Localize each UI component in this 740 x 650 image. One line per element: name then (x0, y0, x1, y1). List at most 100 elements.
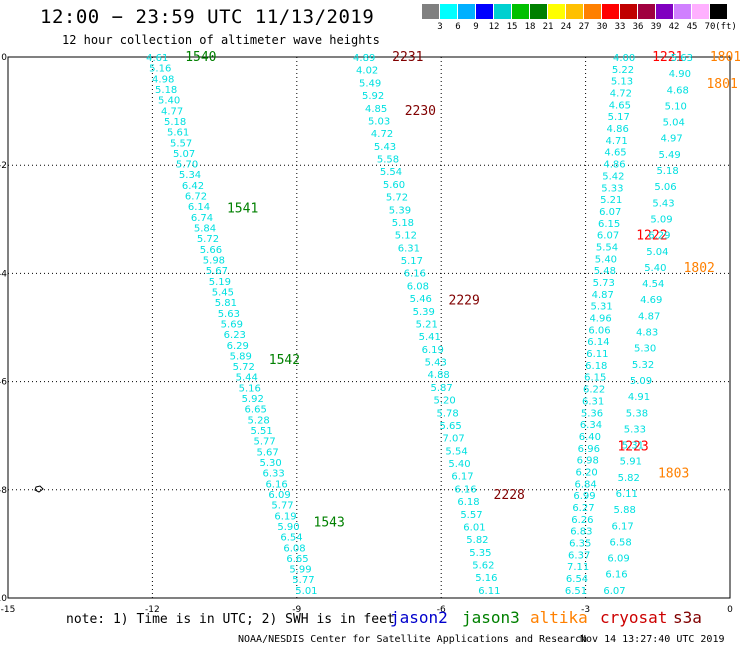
wave-height-label: 4.71 (605, 136, 627, 147)
coastline-mark (34, 485, 44, 493)
x-tick-label: -6 (437, 605, 446, 615)
wave-height-label: 6.98 (577, 456, 599, 467)
wave-height-label: 4.54 (642, 279, 664, 290)
wave-height-label: 4.68 (667, 85, 689, 96)
wave-height-label: 5.70 (176, 160, 198, 171)
pass-time-label: 2231 (392, 50, 423, 65)
wave-height-label: 5.77 (271, 501, 293, 512)
pass-time-label: 1223 (617, 440, 648, 455)
wave-height-label: 5.73 (593, 278, 615, 289)
wave-height-label: 4.65 (604, 148, 626, 159)
wave-height-label: 5.41 (419, 332, 441, 343)
wave-height-label: 5.82 (466, 535, 488, 546)
wave-height-label: 6.83 (570, 527, 592, 538)
wave-height-label: 6.65 (286, 554, 308, 565)
legend-swatch (710, 4, 727, 19)
wave-height-label: 6.40 (579, 432, 601, 443)
y-tick-label: -4 (0, 269, 7, 279)
wave-height-label: 5.67 (206, 266, 228, 277)
wave-height-label: 5.30 (634, 344, 656, 355)
wave-height-label: 5.43 (652, 198, 674, 209)
wave-height-label: 5.77 (254, 437, 276, 448)
wave-height-label: 6.08 (407, 281, 429, 292)
legend-label: 12 (488, 22, 500, 32)
wave-height-label: 5.46 (410, 294, 432, 305)
wave-height-label: 6.27 (572, 503, 594, 514)
legend-swatch (422, 4, 439, 19)
legend-swatch (548, 4, 565, 19)
wave-height-label: 5.17 (608, 112, 630, 123)
wave-height-label: 5.90 (277, 522, 299, 533)
wave-height-label: 6.84 (574, 479, 596, 490)
wave-height-label: 5.49 (359, 78, 381, 89)
wave-height-label: 5.36 (581, 408, 603, 419)
satellite-s3a: s3a (673, 608, 702, 627)
legend-swatch (584, 4, 601, 19)
satellite-jason2: jason2 (390, 608, 448, 627)
legend-label: 18 (524, 22, 536, 32)
legend-label: 9 (473, 22, 479, 32)
wave-height-label: 6.06 (588, 325, 610, 336)
wave-height-label: 5.13 (611, 77, 633, 88)
wave-height-label: 6.07 (597, 231, 619, 242)
legend-swatch (566, 4, 583, 19)
legend-swatch (494, 4, 511, 19)
satellite-cryosat: cryosat (600, 608, 668, 627)
y-tick-label: -6 (0, 378, 7, 388)
wave-height-label: 5.18 (656, 166, 678, 177)
wave-height-label: 4.72 (610, 89, 632, 100)
wave-height-label: 5.33 (601, 183, 623, 194)
legend-swatch (458, 4, 475, 19)
legend-label: 15 (506, 22, 518, 32)
wave-height-label: 5.28 (248, 415, 270, 426)
wave-height-label: 6.29 (648, 231, 670, 242)
wave-height-label: 6.33 (262, 469, 284, 480)
wave-height-label: 5.31 (591, 302, 613, 313)
wave-height-label: 5.21 (416, 319, 438, 330)
pass-time-label: 1803 (658, 467, 689, 482)
legend-label: 42 (668, 22, 680, 32)
wave-height-label: 5.22 (612, 65, 634, 76)
wave-height-label: 5.16 (475, 573, 497, 584)
wave-height-label: 6.18 (457, 497, 479, 508)
wave-height-label: 5.57 (460, 510, 482, 521)
wave-height-label: 6.14 (188, 202, 210, 213)
legend-swatch (638, 4, 655, 19)
pass-time-label: 1540 (185, 50, 216, 65)
wave-height-label: 5.30 (259, 458, 281, 469)
wave-height-label: 6.07 (603, 586, 625, 597)
wave-height-label: 6.23 (224, 330, 246, 341)
wave-height-label: 5.88 (614, 505, 636, 516)
legend-swatch (440, 4, 457, 19)
wave-height-label: 6.42 (182, 181, 204, 192)
wave-height-label: 5.62 (472, 561, 494, 572)
wave-height-label: 5.09 (650, 214, 672, 225)
wave-height-label: 5.43 (374, 142, 396, 153)
pass-time-label: 1221 (652, 50, 683, 65)
y-tick-label: 0 (1, 53, 7, 63)
wave-height-label: 5.16 (149, 64, 171, 75)
wave-height-label: 5.65 (439, 421, 461, 432)
wave-height-label: 6.11 (616, 489, 638, 500)
wave-height-label: 5.54 (596, 242, 618, 253)
wave-height-label: 6.35 (569, 539, 591, 550)
wave-height-label: 6.26 (571, 515, 593, 526)
wave-height-label: 5.72 (233, 362, 255, 373)
wave-height-label: 5.16 (239, 383, 261, 394)
wave-height-label: 4.85 (365, 104, 387, 115)
y-tick-label: -2 (0, 161, 7, 171)
wave-height-label: 5.57 (170, 138, 192, 149)
wave-height-label: 5.34 (179, 170, 201, 181)
wave-height-label: 5.87 (431, 383, 453, 394)
wave-height-label: 6.96 (578, 444, 600, 455)
legend-swatch (692, 4, 709, 19)
wave-height-label: 5.04 (646, 247, 668, 258)
wave-height-label: 5.92 (362, 91, 384, 102)
y-tick-label: -8 (0, 486, 7, 496)
credit-line: NOAA/NESDIS Center for Satellite Applica… (238, 634, 588, 645)
wave-height-label: 5.63 (671, 53, 693, 64)
wave-height-label: 5.03 (368, 116, 390, 127)
pass-time-label: 1222 (636, 229, 667, 244)
generated-timestamp: Nov 14 13:27:40 UTC 2019 (580, 634, 725, 645)
